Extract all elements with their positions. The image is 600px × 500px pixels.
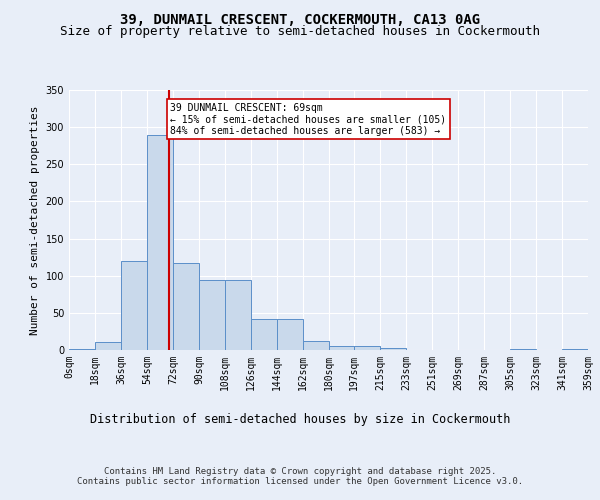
Bar	[329, 346, 354, 350]
Y-axis label: Number of semi-detached properties: Number of semi-detached properties	[30, 106, 40, 335]
Bar	[69, 348, 95, 350]
Text: 39, DUNMAIL CRESCENT, COCKERMOUTH, CA13 0AG: 39, DUNMAIL CRESCENT, COCKERMOUTH, CA13 …	[120, 12, 480, 26]
Text: Contains HM Land Registry data © Crown copyright and database right 2025.: Contains HM Land Registry data © Crown c…	[104, 468, 496, 476]
Bar	[199, 280, 225, 350]
Text: Size of property relative to semi-detached houses in Cockermouth: Size of property relative to semi-detach…	[60, 25, 540, 38]
Bar	[380, 348, 406, 350]
Bar	[251, 319, 277, 350]
Bar	[225, 280, 251, 350]
Text: Distribution of semi-detached houses by size in Cockermouth: Distribution of semi-detached houses by …	[90, 412, 510, 426]
Bar	[147, 134, 173, 350]
Bar	[277, 319, 303, 350]
Bar	[173, 263, 199, 350]
Bar	[303, 341, 329, 350]
Text: Contains public sector information licensed under the Open Government Licence v3: Contains public sector information licen…	[77, 478, 523, 486]
Bar	[562, 348, 588, 350]
Text: 39 DUNMAIL CRESCENT: 69sqm
← 15% of semi-detached houses are smaller (105)
84% o: 39 DUNMAIL CRESCENT: 69sqm ← 15% of semi…	[170, 102, 446, 136]
Bar	[95, 342, 121, 350]
Bar	[354, 346, 380, 350]
Bar	[121, 261, 147, 350]
